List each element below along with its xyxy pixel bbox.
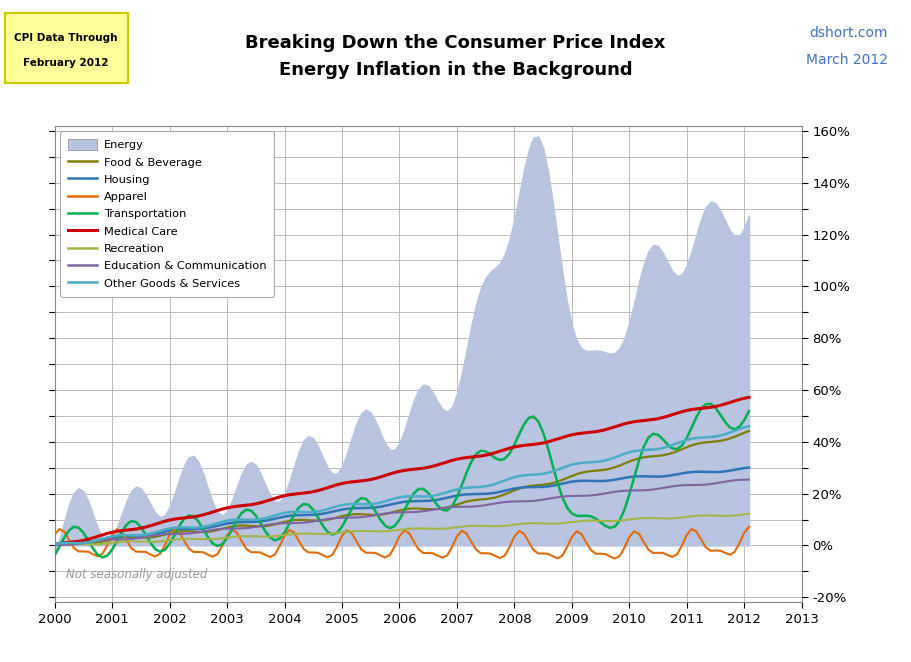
- Text: March 2012: March 2012: [806, 53, 888, 67]
- Text: Energy Inflation in the Background: Energy Inflation in the Background: [279, 60, 632, 79]
- Text: CPI Data Through: CPI Data Through: [15, 32, 118, 42]
- Legend: Energy, Food & Beverage, Housing, Apparel, Transportation, Medical Care, Recreat: Energy, Food & Beverage, Housing, Appare…: [60, 132, 274, 297]
- Text: February 2012: February 2012: [24, 58, 108, 68]
- Text: dshort.com: dshort.com: [810, 26, 888, 40]
- Text: Breaking Down the Consumer Price Index: Breaking Down the Consumer Price Index: [245, 34, 666, 52]
- Text: Not seasonally adjusted: Not seasonally adjusted: [66, 568, 207, 581]
